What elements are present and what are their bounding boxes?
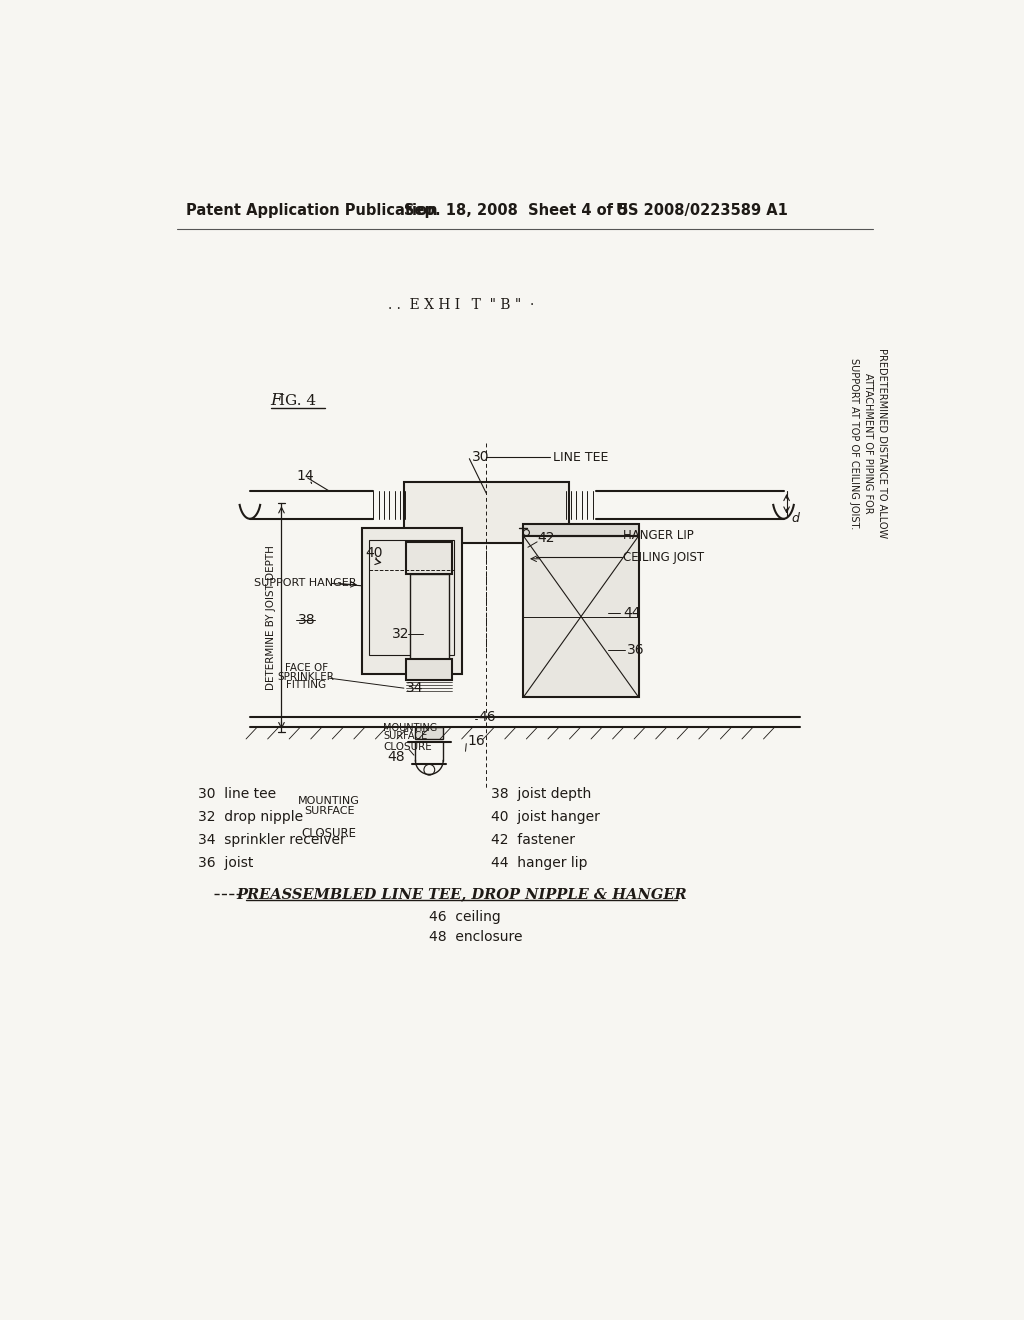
Text: CEILING JOIST: CEILING JOIST	[624, 550, 705, 564]
Text: PREDETERMINED DISTANCE TO ALLOW
ATTACHMENT OF PIPING FOR
SUPPORT AT TOP OF CEILI: PREDETERMINED DISTANCE TO ALLOW ATTACHME…	[849, 348, 887, 539]
Text: 30: 30	[472, 450, 489, 465]
Text: 34  sprinkler receiver: 34 sprinkler receiver	[199, 833, 346, 847]
Text: . .  E X H I   T  " B "  ·: . . E X H I T " B " ·	[388, 298, 535, 312]
Bar	[523, 536, 639, 697]
Text: 32  drop nipple: 32 drop nipple	[199, 809, 303, 824]
Text: 38: 38	[298, 614, 316, 627]
Text: F: F	[270, 392, 283, 409]
Text: 46: 46	[478, 710, 497, 723]
Text: Sep. 18, 2008  Sheet 4 of 5: Sep. 18, 2008 Sheet 4 of 5	[403, 203, 629, 218]
Bar	[407, 543, 453, 574]
Bar	[403, 482, 569, 544]
Text: 34: 34	[407, 681, 424, 696]
Text: DETERMINE BY JOIST DEPTH: DETERMINE BY JOIST DEPTH	[266, 545, 276, 690]
Bar	[407, 659, 453, 681]
Text: 32: 32	[392, 627, 410, 642]
Text: 14: 14	[297, 469, 314, 483]
Text: 48  enclosure: 48 enclosure	[429, 929, 523, 944]
Text: 36  joist: 36 joist	[199, 855, 254, 870]
Text: LINE TEE: LINE TEE	[553, 450, 608, 463]
Text: 40: 40	[366, 545, 383, 560]
Text: 44: 44	[624, 606, 641, 619]
Text: US 2008/0223589 A1: US 2008/0223589 A1	[615, 203, 787, 218]
Text: SURFACE: SURFACE	[383, 731, 427, 741]
Text: FITTING: FITTING	[286, 680, 327, 690]
Text: FACE OF: FACE OF	[285, 663, 328, 673]
Text: SUPPORT HANGER: SUPPORT HANGER	[254, 578, 356, 589]
Text: HANGER LIP: HANGER LIP	[624, 529, 694, 543]
Text: Patent Application Publication: Patent Application Publication	[186, 203, 437, 218]
Bar	[523, 524, 639, 536]
Text: 36: 36	[628, 643, 645, 656]
Bar	[361, 528, 462, 675]
Bar	[416, 726, 443, 739]
Text: 16: 16	[468, 734, 485, 748]
Text: SURFACE: SURFACE	[304, 805, 354, 816]
Text: IG. 4: IG. 4	[280, 393, 316, 408]
Text: CLOSURE: CLOSURE	[383, 742, 432, 752]
Text: 40  joist hanger: 40 joist hanger	[490, 809, 600, 824]
Text: 42: 42	[538, 531, 555, 545]
Bar	[370, 540, 454, 655]
Text: 42  fastener: 42 fastener	[490, 833, 574, 847]
Text: 30  line tee: 30 line tee	[199, 787, 276, 801]
Text: MOUNTING: MOUNTING	[383, 723, 437, 733]
Text: MOUNTING: MOUNTING	[298, 796, 360, 807]
Text: SPRINKLER: SPRINKLER	[278, 672, 335, 681]
Text: PREASSEMBLED LINE TEE, DROP NIPPLE & HANGER: PREASSEMBLED LINE TEE, DROP NIPPLE & HAN…	[237, 887, 687, 900]
Text: 44  hanger lip: 44 hanger lip	[490, 855, 588, 870]
Bar	[410, 574, 449, 659]
Text: d: d	[792, 512, 799, 525]
Text: CLOSURE: CLOSURE	[302, 828, 356, 841]
Text: 48: 48	[388, 751, 406, 764]
Text: 46  ceiling: 46 ceiling	[429, 909, 501, 924]
Text: 38  joist depth: 38 joist depth	[490, 787, 591, 801]
